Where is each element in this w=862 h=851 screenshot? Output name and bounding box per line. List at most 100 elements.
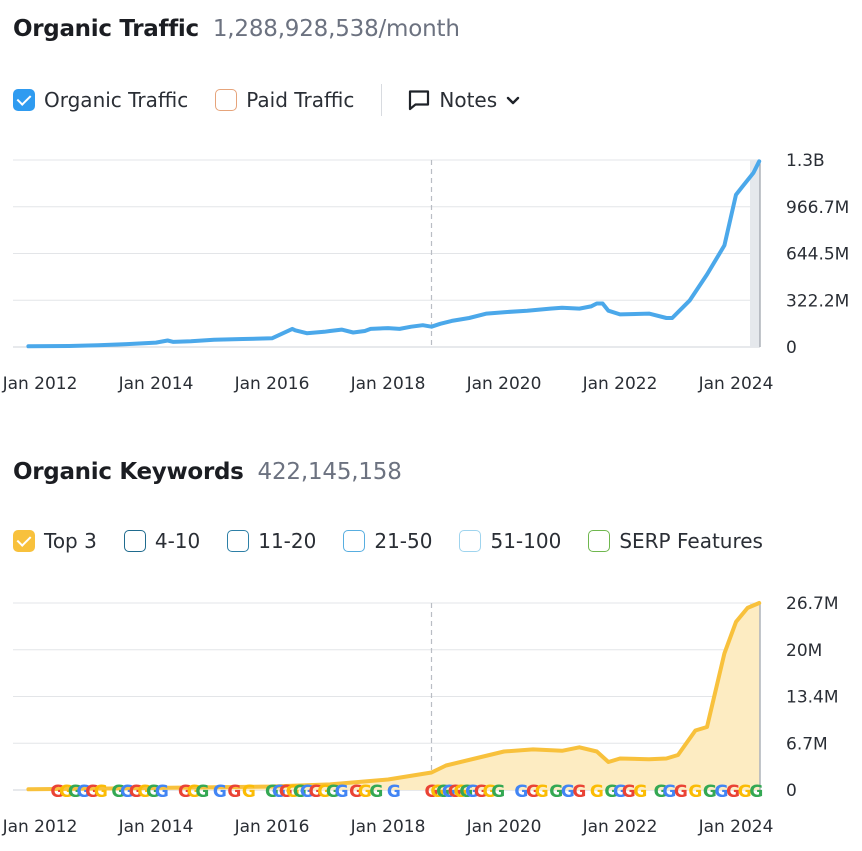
serp-feature-marker: G (68, 782, 82, 802)
x-tick-label: Jan 2018 (350, 817, 426, 837)
legend-paid-traffic-label: Paid Traffic (246, 88, 355, 112)
legend-top-3[interactable]: Top 3 (13, 529, 97, 553)
y-tick-label: 6.7M (786, 734, 828, 754)
checkbox-icon[interactable] (123, 530, 146, 552)
legend-top-3-label: Top 3 (44, 529, 97, 553)
serp-feature-marker: G (293, 782, 307, 802)
serp-feature-marker: G (120, 782, 134, 802)
serp-feature-marker: G (703, 782, 717, 802)
serp-feature-marker: G (178, 782, 192, 802)
serp-feature-marker: G (715, 782, 729, 802)
legend-4-10-label: 4-10 (154, 529, 201, 553)
serp-feature-marker: G (535, 782, 549, 802)
comment-icon (409, 90, 430, 111)
traffic-title: Organic Traffic (13, 16, 199, 42)
checkbox-icon[interactable] (588, 530, 611, 552)
serp-feature-marker: G (195, 782, 209, 802)
legend-organic-traffic[interactable]: Organic Traffic (13, 88, 188, 112)
checkbox-icon[interactable] (227, 530, 250, 552)
traffic-title-row: Organic Traffic 1,288,928,538/month (13, 16, 460, 42)
serp-feature-marker: G (633, 782, 647, 802)
checkbox-checked-icon[interactable] (13, 530, 35, 552)
x-tick-label: Jan 2024 (698, 374, 774, 394)
serp-feature-marker: G (77, 782, 91, 802)
serp-feature-marker: G (514, 782, 528, 802)
serp-feature-marker: G (436, 782, 450, 802)
serp-feature-marker: G (526, 782, 540, 802)
traffic-legend: Organic Traffic Paid Traffic Notes (13, 84, 523, 116)
keywords-legend: Top 3 4-10 11-20 21-50 51-100 SERP Featu… (13, 529, 763, 553)
serp-feature-marker: G (155, 782, 169, 802)
legend-21-50-label: 21-50 (374, 529, 433, 553)
y-tick-label: 26.7M (786, 594, 839, 614)
x-tick-label: Jan 2014 (118, 817, 194, 837)
serp-feature-marker: G (265, 782, 279, 802)
serp-feature-marker: G (85, 782, 99, 802)
serp-feature-marker: G (369, 782, 383, 802)
legend-divider (381, 84, 383, 116)
y-tick-label: 0 (786, 338, 797, 358)
chevron-down-icon (506, 96, 520, 105)
serp-feature-marker: G (425, 782, 439, 802)
x-tick-label: Jan 2018 (350, 374, 426, 394)
legend-21-50[interactable]: 21-50 (343, 529, 432, 553)
legend-organic-traffic-label: Organic Traffic (44, 88, 189, 112)
x-tick-label: Jan 2022 (582, 374, 658, 394)
legend-4-10[interactable]: 4-10 (123, 529, 201, 553)
y-tick-label: 644.5M (786, 245, 849, 265)
serp-feature-marker: G (674, 782, 688, 802)
serp-feature-marker: G (590, 782, 604, 802)
legend-11-20-label: 11-20 (258, 529, 317, 553)
serp-feature-marker: G (129, 782, 143, 802)
checkbox-icon[interactable] (215, 89, 238, 111)
serp-feature-marker: G (387, 782, 401, 802)
serp-feature-marker: G (483, 782, 497, 802)
y-tick-label: 1.3B (786, 151, 825, 171)
serp-feature-marker: G (726, 782, 740, 802)
serp-feature-marker: G (430, 782, 444, 802)
checkbox-checked-icon[interactable] (13, 89, 35, 111)
series-line (26, 159, 762, 349)
serp-feature-marker: G (749, 782, 763, 802)
notes-dropdown[interactable]: Notes (407, 88, 523, 112)
legend-serp-features[interactable]: SERP Features (588, 529, 763, 553)
x-tick-label: Jan 2012 (2, 817, 78, 837)
keywords-title: Organic Keywords (13, 459, 244, 485)
x-tick-label: Jan 2016 (234, 817, 310, 837)
serp-feature-marker: G (474, 782, 488, 802)
serp-feature-marker: G (613, 782, 627, 802)
legend-paid-traffic[interactable]: Paid Traffic (215, 88, 354, 112)
x-tick-label: Jan 2024 (698, 817, 774, 837)
serp-feature-marker: G (349, 782, 363, 802)
serp-feature-marker: G (604, 782, 618, 802)
serp-feature-marker: G (111, 782, 125, 802)
serp-feature-marker: G (279, 782, 293, 802)
x-tick-label: Jan 2020 (466, 817, 542, 837)
y-tick-label: 322.2M (786, 291, 849, 311)
serp-feature-marker: G (227, 782, 241, 802)
serp-feature-marker: G (459, 782, 473, 802)
serp-feature-marker: G (50, 782, 64, 802)
serp-feature-marker: G (326, 782, 340, 802)
organic-keywords-chart[interactable]: 0 6.7M 13.4M 20M 26.7M Jan 2012 Jan 2014 Jan 20… (0, 594, 862, 844)
legend-51-100-label: 51-100 (490, 529, 562, 553)
series-line (26, 601, 762, 792)
serp-feature-marker: G (622, 782, 636, 802)
y-tick-label: 966.7M (786, 198, 849, 218)
serp-feature-marker: G (317, 782, 331, 802)
serp-feature-marker: G (300, 782, 314, 802)
legend-51-100[interactable]: 51-100 (459, 529, 561, 553)
serp-feature-marker: G (662, 782, 676, 802)
serp-feature-marker: G (549, 782, 563, 802)
checkbox-icon[interactable] (343, 530, 366, 552)
x-tick-label: Jan 2012 (2, 374, 78, 394)
y-tick-label: 13.4M (786, 688, 839, 708)
legend-11-20[interactable]: 11-20 (227, 529, 316, 553)
organic-traffic-chart[interactable]: 0 322.2M 644.5M 966.7M 1.3B Jan 2012 Jan 2014 J… (0, 150, 862, 400)
checkbox-icon[interactable] (459, 530, 482, 552)
notes-label: Notes (439, 88, 498, 112)
serp-feature-marker: G (59, 782, 73, 802)
serp-feature-marker: G (465, 782, 479, 802)
traffic-value: 1,288,928,538/month (212, 16, 460, 42)
serp-feature-marker: G (561, 782, 575, 802)
